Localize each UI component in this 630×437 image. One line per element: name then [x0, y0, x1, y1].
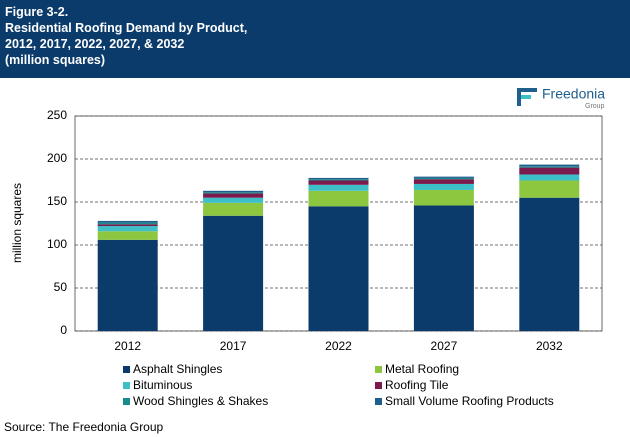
bar-segment: [519, 197, 580, 331]
bar-segment: [203, 202, 264, 216]
chart-title: Residential Roofing Demand by Product, 2…: [5, 21, 248, 51]
bar-segment: [519, 174, 580, 181]
bar-segment: [413, 177, 474, 180]
bar-segment: [308, 177, 369, 180]
y-tick-label: 0: [60, 323, 67, 337]
x-tick-label: 2017: [220, 339, 247, 353]
y-tick-label: 100: [47, 237, 67, 251]
bar-segment: [203, 192, 264, 194]
legend-label: Bituminous: [133, 378, 192, 392]
legend-label: Small Volume Roofing Products: [385, 394, 554, 408]
legend-swatch: [375, 382, 382, 389]
bar-segment: [203, 193, 264, 198]
bar-segment: [308, 206, 369, 331]
figure-label: Figure 3-2.: [5, 5, 69, 19]
y-tick-label: 250: [47, 108, 67, 122]
logo-name: Freedonia: [542, 86, 605, 102]
bar-segment: [308, 179, 369, 181]
bar-segment: [413, 179, 474, 184]
chart-subtitle: (million squares): [5, 53, 106, 67]
bar-segment: [308, 190, 369, 207]
bar-segment: [308, 180, 369, 185]
bar-segment: [203, 197, 264, 203]
y-tick-label: 150: [47, 194, 67, 208]
legend-swatch: [123, 366, 130, 373]
bar-segment: [413, 176, 474, 178]
bar-segment: [519, 166, 580, 168]
x-tick-label: 2027: [431, 339, 458, 353]
legend-swatch: [123, 382, 130, 389]
y-axis-label: million squares: [10, 183, 24, 263]
bar-segment: [97, 220, 158, 223]
logo-sub: Group: [585, 103, 605, 110]
bar-segment: [413, 189, 474, 206]
legend-swatch: [375, 398, 382, 405]
legend-label: Asphalt Shingles: [133, 362, 222, 376]
bar-segment: [203, 190, 264, 193]
x-tick-label: 2012: [114, 339, 141, 353]
header: Figure 3-2. Residential Roofing Demand b…: [0, 0, 630, 78]
source: Source: The Freedonia Group: [4, 420, 164, 434]
bar-segment: [97, 231, 158, 240]
bar-segment: [203, 215, 264, 331]
bar-segment: [413, 205, 474, 331]
bar-segment: [519, 164, 580, 167]
y-tick-label: 200: [47, 151, 67, 165]
bar-segment: [308, 184, 369, 191]
y-tick-label: 50: [54, 280, 68, 294]
legend-label: Roofing Tile: [385, 378, 449, 392]
logo-icon: [517, 88, 537, 106]
legend-swatch: [375, 366, 382, 373]
bar-segment: [413, 183, 474, 190]
legend-swatch: [123, 398, 130, 405]
legend-label: Metal Roofing: [385, 362, 459, 376]
bar-segment: [97, 226, 158, 232]
legend-label: Wood Shingles & Shakes: [133, 394, 268, 408]
bar-segment: [97, 224, 158, 227]
bar-segment: [519, 180, 580, 198]
bar-segment: [97, 239, 158, 331]
bar-segment: [97, 222, 158, 225]
x-tick-label: 2032: [536, 339, 563, 353]
bar-segment: [519, 167, 580, 175]
x-tick-label: 2022: [325, 339, 352, 353]
